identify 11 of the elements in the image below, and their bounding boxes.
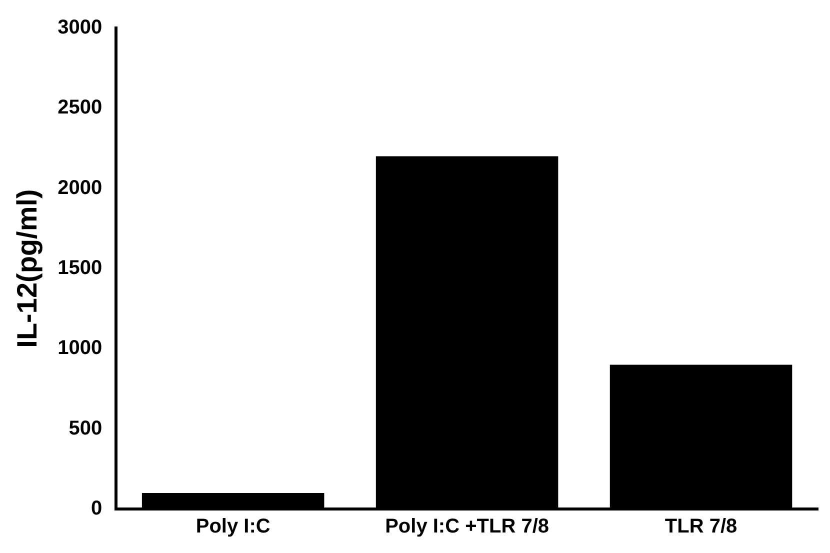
y-tick-label: 0 — [90, 498, 102, 520]
x-tick-label: Poly I:C +TLR 7/8 — [385, 516, 550, 538]
x-tick-label: TLR 7/8 — [664, 516, 738, 538]
y-tick-label: 3000 — [58, 16, 102, 39]
y-tick-label: 1000 — [58, 337, 102, 360]
y-tick-label: 2500 — [58, 96, 102, 119]
y-tick-label: 2000 — [58, 176, 102, 199]
y-axis-title: IL-12(pg/ml) — [12, 189, 43, 348]
x-tick-label: Poly I:C — [196, 516, 270, 538]
y-tick-label: 500 — [68, 417, 102, 440]
y-tick-label: 1500 — [58, 257, 102, 280]
